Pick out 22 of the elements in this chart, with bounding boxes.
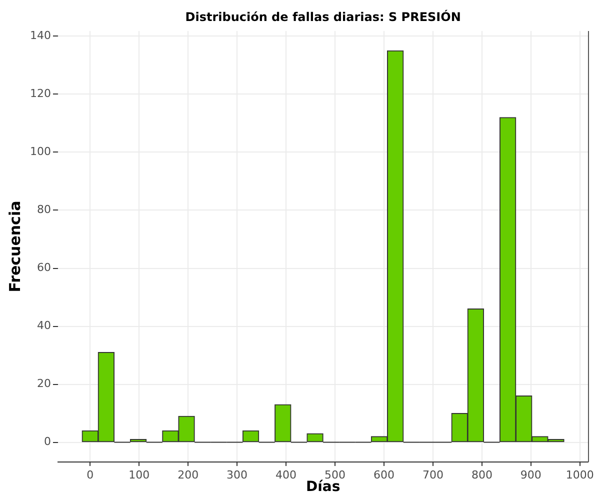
- x-tick-label: 400: [276, 468, 297, 482]
- y-tick-label: 120: [30, 87, 51, 100]
- y-axis-title: Frecuencia: [6, 200, 24, 292]
- x-tick-label: 300: [226, 468, 248, 482]
- x-tick-label: 200: [178, 468, 199, 482]
- x-tick-label: 700: [422, 468, 444, 482]
- y-tick-label: 100: [30, 145, 51, 158]
- x-tick-label: 500: [324, 468, 346, 482]
- x-tick-label: 800: [471, 468, 492, 482]
- y-tick-label: 0: [44, 435, 51, 448]
- x-axis-title: Días: [306, 479, 340, 496]
- x-tick-label: 0: [86, 468, 94, 482]
- y-tick-label: 80: [37, 203, 51, 216]
- y-tick-label: 140: [30, 29, 51, 42]
- x-tick-label: 100: [128, 468, 150, 482]
- x-tick-label: 600: [373, 468, 394, 482]
- y-tick-label: 40: [37, 319, 51, 332]
- x-tick-label: 900: [520, 468, 542, 482]
- chart-title: Distribución de fallas diarias: S PRESIÓN: [185, 9, 461, 24]
- y-tick-label: 20: [37, 377, 51, 390]
- x-tick-label: 1000: [566, 468, 594, 482]
- y-tick-label: 60: [37, 261, 51, 274]
